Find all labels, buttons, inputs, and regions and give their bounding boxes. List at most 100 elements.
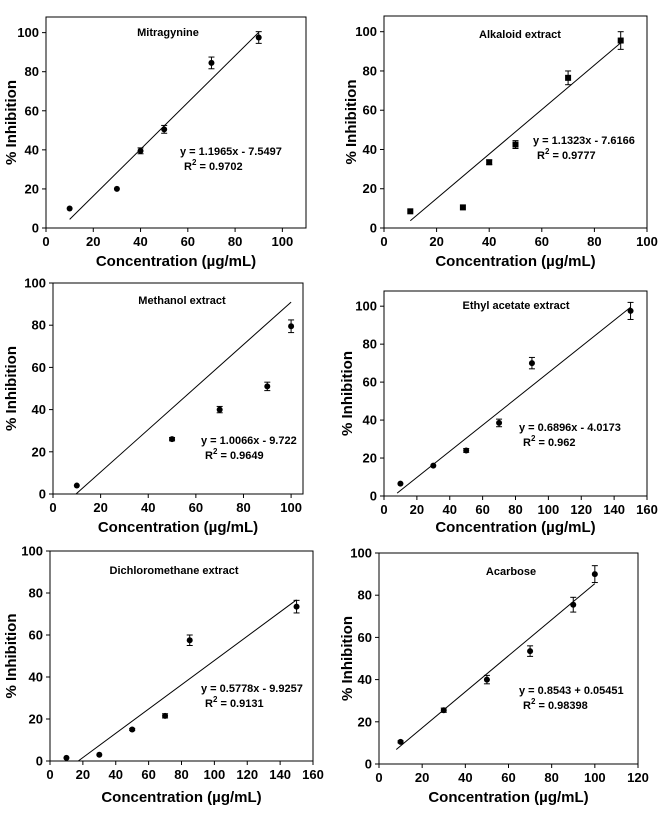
y-tick-label: 0 [370,221,377,236]
x-tick-label: 0 [380,234,387,249]
data-point [463,447,470,454]
x-tick-label: 60 [501,770,515,785]
y-tick-label: 100 [17,25,39,40]
y-tick-label: 60 [29,628,43,643]
plot-frame [49,550,314,762]
r-squared-value: = 0.9131 [217,698,263,710]
x-tick-label: 60 [535,234,549,249]
y-tick-label: 80 [32,318,46,333]
regression-line [75,301,292,495]
y-tick-label: 0 [36,754,43,769]
data-point [440,707,447,714]
x-tick-label: 60 [181,234,195,249]
y-axis-title: % Inhibition [3,346,20,431]
regression-line [395,583,596,750]
y-tick-label: 100 [355,24,377,39]
y-tick-label: 60 [363,375,377,390]
y-tick-label: 20 [358,714,372,729]
y-tick-label: 20 [25,181,39,196]
regression-equation: y = 1.1323x - 7.6166 [533,135,635,147]
plot-frame [52,282,304,495]
data-point [397,738,404,745]
y-tick-label: 60 [25,103,39,118]
r-squared-exponent: 2 [213,695,218,704]
r-squared: R2 = 0.9777 [537,147,596,162]
x-tick-label: 140 [603,502,625,517]
chart-title: Mitragynine [137,27,199,39]
r-squared-exponent: 2 [545,147,550,156]
y-tick-label: 100 [355,299,377,314]
y-tick-label: 80 [25,64,39,79]
data-point [293,603,300,610]
r-squared-label: R [205,698,213,710]
y-tick-label: 80 [363,337,377,352]
y-tick-label: 80 [29,586,43,601]
y-tick-label: 40 [363,413,377,428]
x-tick-label: 40 [133,234,147,249]
y-axis-title: % Inhibition [339,351,356,436]
chart-panel-6: 0 20 40 60 80 100 120 0 20 40 60 80 100 Concentration… [339,546,649,807]
x-tick-label: 100 [538,502,560,517]
y-tick-label: 60 [363,103,377,118]
y-tick-label: 40 [29,670,43,685]
regression-equation: y = 0.6896x - 4.0173 [519,422,621,434]
data-point [96,751,103,758]
y-axis-title: % Inhibition [3,80,20,165]
y-tick-label: 0 [32,221,39,236]
regression-line [77,599,297,762]
data-point [430,462,437,469]
chart-panel-5: 0 20 40 60 80 100 120 140 160 0 20 40 60 80 100 Concent… [3,544,324,807]
data-point [496,419,503,426]
plot-frame [383,290,648,497]
x-tick-label: 80 [587,234,601,249]
data-point [528,360,535,367]
x-tick-label: 160 [636,502,658,517]
data-point [129,726,136,733]
data-point [617,37,624,44]
data-point [627,307,634,314]
y-tick-label: 40 [32,402,46,417]
x-tick-label: 0 [380,502,387,517]
x-tick-label: 60 [141,767,155,782]
r-squared-value: = 0.9777 [549,150,595,162]
x-tick-label: 120 [570,502,592,517]
x-tick-label: 100 [636,234,658,249]
y-tick-label: 60 [32,360,46,375]
y-tick-label: 80 [363,63,377,78]
x-tick-label: 100 [280,500,302,515]
x-tick-label: 40 [482,234,496,249]
x-tick-label: 80 [508,502,522,517]
x-tick-label: 40 [109,767,123,782]
chart-title: Ethyl acetate extract [463,300,570,312]
r-squared: R2 = 0.9649 [205,447,264,462]
r-squared-value: = 0.9649 [217,450,263,462]
x-tick-label: 160 [302,767,324,782]
r-squared-label: R [523,700,531,712]
data-point [486,159,493,166]
chart-title: Methanol extract [138,295,226,307]
r-squared-label: R [205,450,213,462]
y-tick-label: 0 [39,487,46,502]
y-tick-label: 80 [358,588,372,603]
chart-panel-1: 0 20 40 60 80 100 0 20 40 60 80 100 Concentration (µ… [3,16,307,270]
chart-panel-3: 0 20 40 60 80 100 0 20 40 60 80 100 Concentration (µ… [3,276,304,536]
x-tick-label: 100 [204,767,226,782]
x-tick-label: 20 [410,502,424,517]
data-point [73,482,80,489]
r-squared-label: R [523,437,531,449]
data-point [216,406,223,413]
chart-title: Dichloromethane extract [110,565,239,577]
x-tick-label: 80 [544,770,558,785]
chart-panel-2: 0 20 40 60 80 100 0 20 40 60 80 100 Concentration (µ… [343,15,658,270]
data-point [63,754,70,761]
y-axis-title: % Inhibition [3,614,20,699]
x-tick-label: 20 [86,234,100,249]
y-tick-label: 0 [365,757,372,772]
data-point [255,34,262,41]
r-squared-exponent: 2 [531,697,536,706]
data-point [162,712,169,719]
y-tick-label: 20 [32,444,46,459]
y-tick-label: 0 [370,489,377,504]
y-tick-label: 60 [358,630,372,645]
data-point [397,480,404,487]
